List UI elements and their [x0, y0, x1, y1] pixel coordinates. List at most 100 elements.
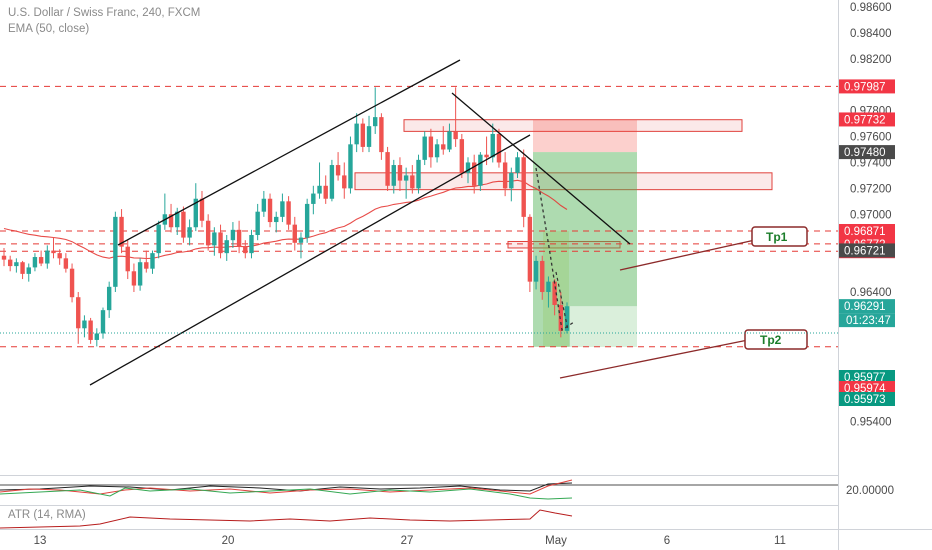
candle-body	[515, 157, 520, 173]
price-tag	[839, 145, 895, 160]
candle-body	[88, 320, 93, 340]
candle-body	[218, 232, 223, 254]
channel-upper-line[interactable]	[117, 59, 461, 246]
candle-body	[459, 139, 465, 173]
candle-body	[298, 237, 304, 243]
candle-body	[521, 157, 526, 217]
time-axis[interactable]: 13 20 27 May 6 11	[34, 535, 786, 547]
countdown-tag	[839, 313, 895, 328]
candle-body	[385, 152, 390, 186]
x-tick-label: 13	[34, 535, 47, 547]
candle-body	[416, 159, 421, 189]
tp1-callout[interactable]: Tp1	[619, 226, 808, 271]
candle-body	[1, 255, 7, 260]
candle-body	[63, 258, 69, 269]
y-tick-label: 0.98400	[850, 28, 892, 40]
candle-body	[502, 162, 508, 189]
candle-body	[14, 262, 19, 267]
price-tag	[839, 299, 895, 314]
candle-body	[94, 333, 100, 340]
candle-body	[20, 262, 25, 274]
candle-body	[261, 198, 267, 212]
price-tag-label: 0.96871	[844, 226, 886, 238]
candle-body	[434, 144, 440, 158]
candle-body	[236, 229, 242, 247]
ema-path	[3, 179, 568, 260]
candle-body	[447, 131, 452, 150]
osc-line-green	[0, 487, 573, 500]
candle-body	[484, 154, 489, 158]
candle-body	[354, 123, 359, 145]
candle-body	[76, 297, 81, 329]
candle-body	[410, 175, 415, 189]
candle-body	[329, 165, 335, 199]
tp2-label: Tp2	[760, 333, 782, 347]
candle-body	[106, 286, 112, 311]
candle-body	[156, 224, 161, 254]
channel-lower-line[interactable]	[89, 134, 531, 386]
tp2-callout[interactable]: Tp2	[559, 329, 808, 379]
candle-body	[552, 281, 557, 305]
candle-body	[540, 260, 545, 293]
projection-path	[535, 167, 575, 332]
x-tick-label: 20	[222, 535, 235, 547]
candle-body	[509, 172, 514, 189]
price-tag-label: 0.96721	[844, 245, 886, 257]
candle-body	[168, 214, 174, 228]
stop-zone	[533, 119, 637, 153]
candle-body	[175, 211, 180, 228]
candle-body	[45, 250, 50, 264]
price-tag	[839, 392, 895, 406]
candle-body	[230, 229, 236, 241]
candle-body	[243, 246, 248, 254]
x-tick-label: 27	[401, 535, 414, 547]
candle-body	[267, 198, 273, 223]
atr-legend: ATR (14, RMA)	[8, 509, 86, 521]
candle-body	[181, 211, 186, 238]
candle-body	[199, 198, 205, 221]
price-tag-label: 0.97987	[844, 81, 886, 93]
candle-body	[403, 175, 409, 181]
candle-body	[471, 162, 477, 186]
price-tag	[839, 243, 895, 258]
candle-body	[7, 259, 13, 267]
candle-body	[422, 136, 427, 160]
candle-body	[26, 267, 31, 274]
target-zone-remaining	[570, 306, 637, 347]
candle-body	[496, 133, 502, 163]
x-tick-label: 6	[664, 535, 670, 547]
y-tick-label: 0.98200	[850, 54, 892, 66]
candle-body	[119, 216, 124, 247]
zone-resistance	[403, 119, 743, 132]
atr-pane	[0, 509, 573, 529]
y-tick-label: 0.95400	[850, 417, 892, 429]
candle-body	[255, 211, 260, 236]
candle-body	[69, 268, 75, 298]
candle-body	[274, 216, 279, 223]
x-tick-label: May	[545, 535, 567, 547]
candle-body	[342, 175, 347, 189]
downtrend-line[interactable]	[451, 92, 631, 245]
osc-value-label: 20.00000	[846, 485, 894, 497]
short-position-tool[interactable]	[533, 119, 637, 347]
trendlines[interactable]	[89, 59, 631, 386]
candle-body	[280, 201, 285, 217]
candle-body	[57, 253, 62, 259]
price-tag-label: 0.95973	[844, 394, 886, 406]
y-tick-label: 0.97600	[850, 132, 892, 144]
candle-body	[366, 126, 372, 147]
osc-line-black	[0, 482, 573, 492]
y-tick-label: 0.98600	[850, 2, 892, 14]
candle-body	[205, 220, 211, 246]
atr-line	[0, 509, 573, 529]
y-tick-label: 0.97200	[850, 183, 892, 195]
price-tag-label: 0.97732	[844, 114, 886, 126]
candle-body	[38, 257, 44, 264]
y-tick-label: 0.97000	[850, 209, 892, 221]
candle-body	[304, 203, 310, 238]
horizontal-levels[interactable]	[0, 85, 838, 348]
oscillator-pane	[0, 479, 838, 500]
ema-line	[3, 179, 568, 260]
candle-body	[249, 235, 254, 254]
